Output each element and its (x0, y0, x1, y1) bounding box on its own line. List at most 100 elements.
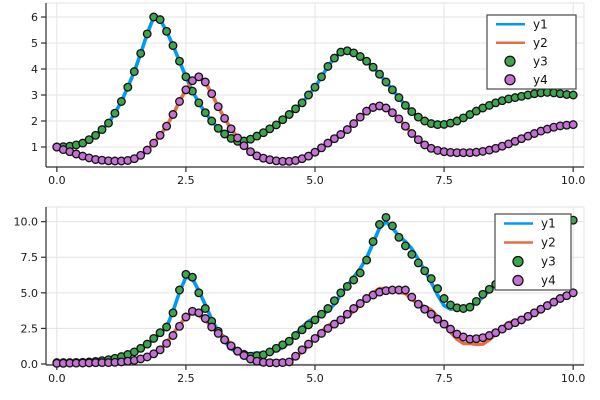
marker-y3 (342, 281, 352, 291)
marker-y3 (291, 104, 301, 114)
legend-label: y4 (533, 73, 548, 87)
marker-y4 (517, 315, 526, 325)
marker-y4 (162, 338, 172, 348)
marker-y3 (420, 266, 430, 276)
marker-y4 (342, 125, 352, 135)
marker-y3 (265, 124, 275, 134)
legend-marker-swatch (512, 255, 524, 268)
marker-y4 (284, 357, 294, 367)
marker-y4 (213, 102, 223, 112)
marker-y3 (175, 285, 184, 295)
marker-y3 (349, 275, 359, 285)
marker-y4 (207, 322, 217, 332)
marker-y4 (187, 76, 197, 86)
marker-y3 (142, 339, 152, 349)
marker-y3 (471, 296, 481, 306)
legend-entry-y2: y2 (496, 36, 548, 50)
marker-y3 (362, 56, 372, 66)
marker-y3 (426, 274, 436, 284)
marker-y3 (200, 108, 210, 118)
marker-y3 (213, 123, 223, 133)
legend-label: y3 (541, 255, 556, 269)
marker-y4 (246, 147, 255, 157)
marker-y3 (110, 108, 120, 118)
marker-y3 (400, 241, 410, 251)
marker-y3 (387, 85, 397, 95)
marker-y4 (304, 339, 313, 349)
marker-y3 (310, 315, 320, 325)
marker-y3 (162, 322, 172, 332)
marker-y3 (155, 15, 165, 25)
marker-y4 (362, 106, 372, 116)
marker-y4 (355, 299, 365, 308)
marker-y3 (104, 118, 113, 128)
y-tick-label: 2 (31, 115, 38, 128)
marker-y4 (323, 138, 333, 148)
marker-y3 (375, 69, 384, 79)
marker-y3 (278, 340, 288, 350)
legend-label: y2 (541, 236, 556, 250)
marker-y4 (200, 77, 210, 87)
marker-y3 (265, 347, 275, 357)
marker-y3 (355, 268, 365, 278)
series-markers-y3 (52, 12, 578, 152)
legend-entry-y4: y4 (512, 274, 556, 288)
marker-y4 (220, 335, 230, 345)
marker-y4 (426, 309, 436, 319)
marker-y3 (394, 232, 404, 242)
x-tick-label: 0.0 (48, 174, 66, 187)
marker-y3 (375, 220, 384, 229)
x-tick-label: 2.5 (177, 174, 195, 187)
marker-y3 (142, 29, 152, 39)
legend-label: y2 (533, 36, 548, 50)
subplot-bottom: 0.0 2.5 5.0 7.5 10.0 0.0 2.5 5.0 7.5 10.0 y1 y2 y3 y4 (14, 206, 586, 385)
marker-y3 (368, 237, 378, 247)
y-tick-label: 5.0 (21, 287, 39, 300)
marker-y4 (200, 314, 210, 323)
legend-box (486, 14, 577, 90)
marker-y4 (439, 319, 449, 329)
marker-y3 (368, 62, 378, 72)
y-tick-label: 1 (31, 141, 38, 154)
marker-y3 (304, 90, 313, 100)
marker-y4 (220, 113, 230, 123)
legend-marker-swatch (512, 274, 524, 287)
marker-y4 (323, 323, 333, 333)
marker-y4 (233, 133, 243, 143)
x-tick-label: 10.0 (561, 372, 586, 385)
y-tick-label: 5 (31, 37, 38, 50)
marker-y3 (116, 97, 126, 106)
x-tick-label: 7.5 (435, 372, 453, 385)
marker-y4 (407, 292, 417, 302)
x-tick-label: 7.5 (435, 174, 453, 187)
marker-y3 (329, 296, 339, 306)
y-tick-label: 3 (31, 89, 38, 102)
marker-y4 (304, 151, 313, 161)
marker-y3 (568, 90, 578, 100)
marker-y4 (349, 304, 359, 313)
y-tick-label: 7.5 (21, 251, 39, 264)
marker-y3 (407, 249, 417, 259)
marker-y3 (297, 325, 307, 335)
marker-y4 (381, 103, 391, 113)
legend: y1 y2 y3 y4 (494, 213, 572, 291)
marker-y3 (478, 289, 488, 299)
subplot-top: 0.0 2.5 5.0 7.5 10.0 1 2 3 4 5 6 y1 y2 y3 y4 (31, 2, 585, 187)
marker-y4 (233, 346, 243, 356)
marker-y4 (175, 321, 184, 331)
marker-y4 (400, 121, 410, 131)
marker-y3 (317, 309, 326, 319)
marker-y3 (439, 294, 449, 303)
marker-y3 (484, 284, 494, 294)
marker-y4 (207, 89, 217, 99)
legend-entry-y1: y1 (496, 17, 548, 31)
marker-y3 (168, 308, 178, 318)
legend-label: y3 (533, 54, 548, 68)
marker-y3 (407, 107, 417, 117)
marker-y4 (155, 345, 165, 355)
marker-y4 (355, 112, 365, 122)
legend-marker-swatch (504, 55, 516, 67)
marker-y4 (226, 341, 236, 351)
